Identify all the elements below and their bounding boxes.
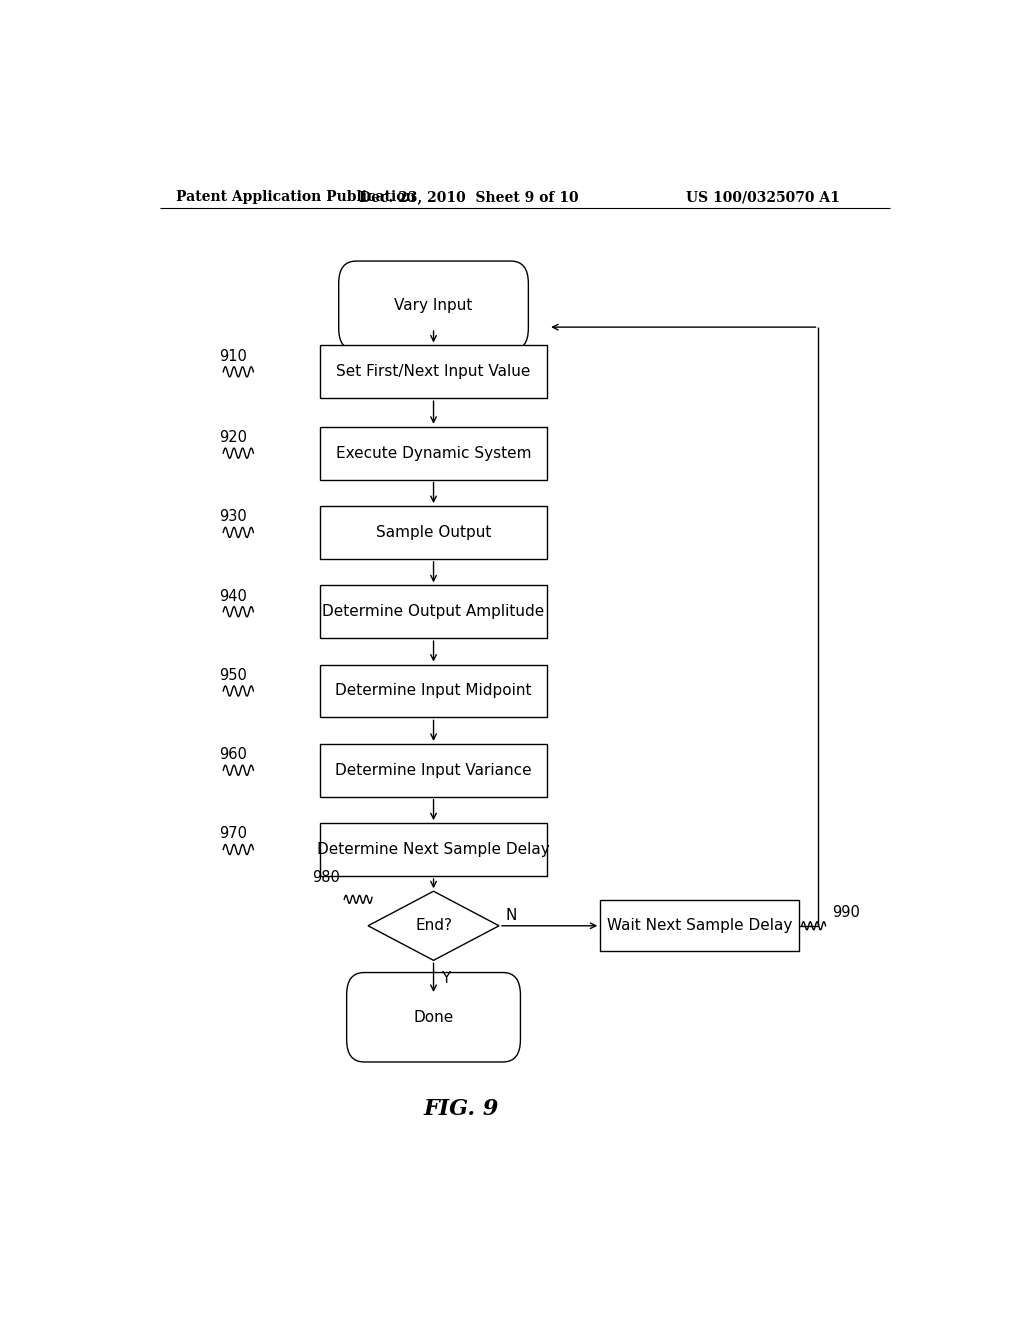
Text: Determine Input Midpoint: Determine Input Midpoint xyxy=(335,684,531,698)
FancyBboxPatch shape xyxy=(347,973,520,1063)
Text: Execute Dynamic System: Execute Dynamic System xyxy=(336,446,531,461)
FancyBboxPatch shape xyxy=(600,900,799,952)
FancyBboxPatch shape xyxy=(321,824,547,876)
Text: Dec. 23, 2010  Sheet 9 of 10: Dec. 23, 2010 Sheet 9 of 10 xyxy=(359,190,579,205)
Text: Vary Input: Vary Input xyxy=(394,298,473,313)
Text: FIG. 9: FIG. 9 xyxy=(424,1098,499,1119)
Text: 970: 970 xyxy=(219,826,247,841)
Text: 910: 910 xyxy=(219,348,247,364)
Text: Set First/Next Input Value: Set First/Next Input Value xyxy=(336,364,530,379)
FancyBboxPatch shape xyxy=(321,346,547,399)
Text: US 100/0325070 A1: US 100/0325070 A1 xyxy=(686,190,840,205)
FancyBboxPatch shape xyxy=(321,426,547,479)
Text: 960: 960 xyxy=(219,747,247,762)
Text: Determine Input Variance: Determine Input Variance xyxy=(335,763,531,777)
Text: 920: 920 xyxy=(219,430,247,445)
Text: N: N xyxy=(506,908,517,923)
Text: 930: 930 xyxy=(219,510,247,524)
FancyBboxPatch shape xyxy=(321,585,547,638)
Text: 950: 950 xyxy=(219,668,247,682)
FancyBboxPatch shape xyxy=(321,744,547,797)
FancyBboxPatch shape xyxy=(321,506,547,558)
Text: Determine Next Sample Delay: Determine Next Sample Delay xyxy=(317,842,550,857)
Text: 980: 980 xyxy=(312,870,340,886)
Text: Y: Y xyxy=(441,970,451,986)
Text: 990: 990 xyxy=(831,904,860,920)
Text: Sample Output: Sample Output xyxy=(376,525,492,540)
Text: Done: Done xyxy=(414,1010,454,1024)
FancyBboxPatch shape xyxy=(321,664,547,718)
Polygon shape xyxy=(368,891,499,961)
Text: Wait Next Sample Delay: Wait Next Sample Delay xyxy=(606,919,793,933)
Text: Patent Application Publication: Patent Application Publication xyxy=(176,190,416,205)
Text: Determine Output Amplitude: Determine Output Amplitude xyxy=(323,605,545,619)
Text: 940: 940 xyxy=(219,589,247,603)
Text: End?: End? xyxy=(415,919,452,933)
FancyBboxPatch shape xyxy=(339,261,528,351)
